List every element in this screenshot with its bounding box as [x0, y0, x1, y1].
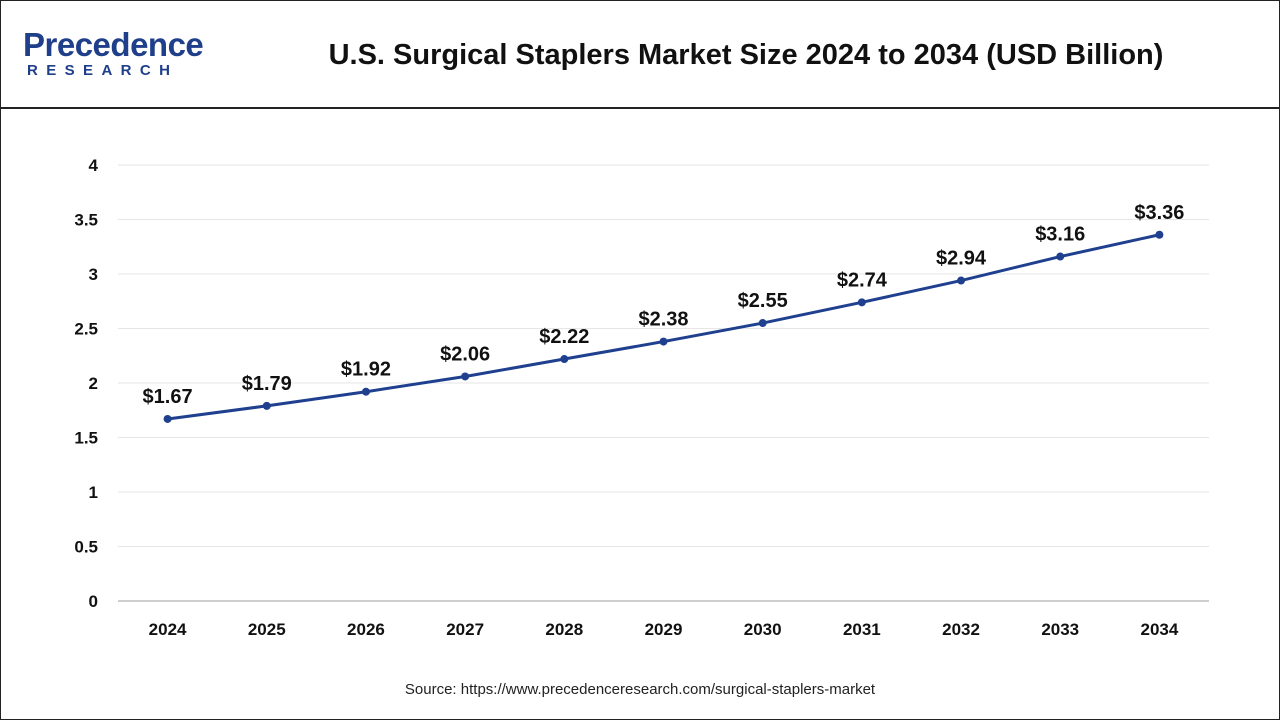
- data-point: [857, 298, 866, 307]
- x-tick-label: 2026: [347, 620, 385, 639]
- data-point: [262, 401, 271, 410]
- y-tick-label: 2: [89, 374, 98, 393]
- x-tick-label: 2032: [942, 620, 980, 639]
- header: Precedence RESEARCH U.S. Surgical Staple…: [1, 1, 1279, 109]
- brand-name: Precedence: [23, 26, 204, 63]
- data-label: $2.38: [638, 309, 688, 331]
- y-tick-label: 1.5: [74, 429, 98, 448]
- x-tick-label: 2034: [1140, 620, 1178, 639]
- data-point: [361, 387, 370, 396]
- y-tick-label: 2.5: [74, 320, 98, 339]
- x-tick-label: 2033: [1041, 620, 1079, 639]
- data-point: [1155, 230, 1164, 239]
- x-tick-label: 2024: [149, 620, 187, 639]
- x-tick-label: 2030: [744, 620, 782, 639]
- data-label: $2.74: [837, 269, 888, 291]
- data-point: [1056, 252, 1065, 261]
- data-label: $3.36: [1134, 202, 1184, 224]
- x-tick-label: 2029: [645, 620, 683, 639]
- data-point: [758, 319, 767, 328]
- brand-logo: Precedence RESEARCH: [23, 27, 223, 83]
- x-tick-label: 2025: [248, 620, 286, 639]
- data-label: $1.67: [143, 386, 193, 408]
- y-tick-label: 4: [89, 156, 99, 175]
- data-label: $1.92: [341, 359, 391, 381]
- data-point: [461, 372, 470, 381]
- y-tick-label: 3.5: [74, 211, 98, 230]
- data-label: $2.06: [440, 343, 490, 365]
- x-tick-label: 2031: [843, 620, 881, 639]
- chart-title: U.S. Surgical Staplers Market Size 2024 …: [328, 39, 1164, 71]
- y-tick-label: 0: [89, 592, 98, 611]
- y-tick-label: 3: [89, 265, 98, 284]
- brand-tagline: RESEARCH: [27, 62, 179, 79]
- y-tick-label: 1: [89, 483, 98, 502]
- x-tick-label: 2027: [446, 620, 484, 639]
- x-tick-label: 2028: [545, 620, 583, 639]
- y-tick-label: 0.5: [74, 538, 98, 557]
- data-point: [163, 414, 172, 423]
- source-note: Source: https://www.precedenceresearch.c…: [404, 681, 876, 698]
- data-label: $2.55: [738, 290, 788, 312]
- data-label: $2.94: [936, 248, 987, 270]
- data-point: [560, 355, 569, 364]
- data-label: $2.22: [539, 326, 589, 348]
- data-label: $3.16: [1035, 224, 1085, 246]
- data-point: [957, 276, 966, 285]
- data-label: $1.79: [242, 373, 292, 395]
- data-point: [659, 337, 668, 346]
